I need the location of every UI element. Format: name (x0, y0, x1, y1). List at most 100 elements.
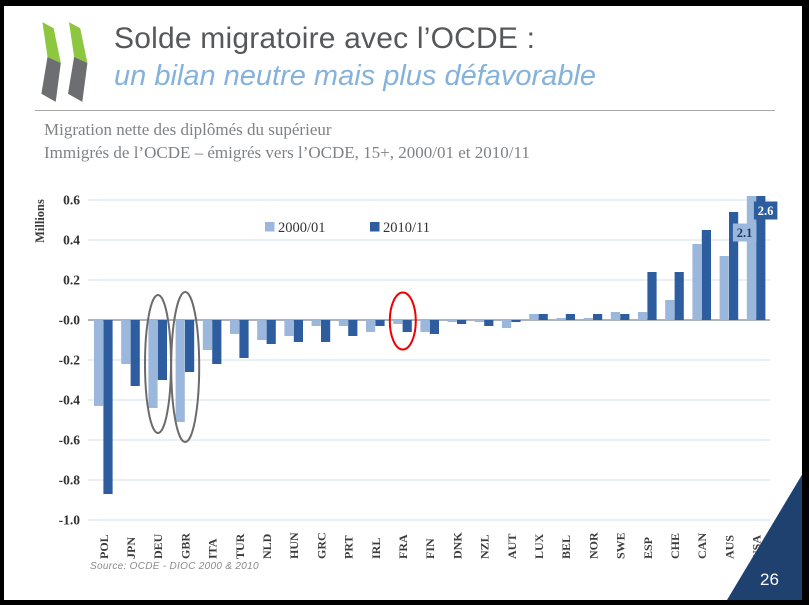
x-tick-label-FIN: FIN (423, 538, 437, 559)
bar-POL-2010/11 (103, 320, 113, 494)
bar-JPN-2010/11 (130, 320, 140, 386)
bar-FIN-2000/01 (420, 320, 430, 332)
y-tick-label: -0.6 (59, 433, 81, 448)
bar-FIN-2010/11 (429, 320, 439, 334)
legend-label-2000/01: 2000/01 (278, 220, 326, 236)
source-note: Source: OCDE - DIOC 2000 & 2010 (90, 561, 259, 572)
data-label-USA-2000/01: 2.1 (737, 226, 753, 240)
bar-USA-2000/01 (746, 196, 756, 320)
oecd-logo (41, 22, 88, 102)
x-tick-label-CHE: CHE (668, 533, 682, 559)
bar-TUR-2010/11 (239, 320, 249, 358)
y-tick-label: -0.0 (59, 313, 81, 328)
bar-LUX-2010/11 (538, 314, 548, 320)
y-tick-label: 0.4 (63, 233, 80, 248)
bar-DNK-2000/01 (447, 320, 457, 322)
bar-ITA-2000/01 (202, 320, 212, 350)
bar-JPN-2000/01 (121, 320, 131, 364)
bar-AUS-2010/11 (729, 212, 739, 320)
data-label-USA-2010/11: 2.6 (758, 204, 774, 218)
logo-feather-2 (67, 22, 88, 102)
bar-NOR-2000/01 (583, 318, 593, 320)
bar-HUN-2010/11 (293, 320, 303, 342)
bar-DNK-2010/11 (457, 320, 467, 324)
x-tick-label-IRL: IRL (369, 538, 383, 559)
bar-PRT-2010/11 (348, 320, 358, 336)
bar-IRL-2000/01 (366, 320, 376, 332)
x-tick-label-FRA: FRA (396, 534, 410, 559)
bar-FRA-2010/11 (402, 320, 412, 332)
logo-feather-1 (41, 22, 61, 102)
bar-SWE-2010/11 (620, 314, 630, 320)
data-label-box-USA-2010/11 (753, 201, 778, 220)
slide-subtitle: un bilan neutre mais plus défavorable (114, 60, 597, 92)
legend-swatch-2010/11 (370, 222, 380, 232)
x-tick-label-ESP: ESP (641, 537, 655, 559)
page-number: 26 (760, 570, 779, 589)
x-tick-label-SWE: SWE (614, 532, 628, 559)
x-tick-label-AUS: AUS (722, 535, 736, 559)
corner-triangle (724, 463, 809, 605)
x-tick-label-POL: POL (97, 534, 111, 559)
bar-IRL-2010/11 (375, 320, 385, 326)
y-tick-label: 0.6 (63, 193, 80, 208)
x-tick-label-BEL: BEL (559, 535, 573, 559)
header-divider (35, 110, 775, 111)
bar-ITA-2010/11 (212, 320, 222, 364)
bar-GBR-2000/01 (175, 320, 185, 422)
y-axis-title: Millions (33, 199, 47, 243)
bar-POL-2000/01 (94, 320, 104, 406)
x-tick-label-GRC: GRC (314, 532, 328, 559)
bar-ESP-2010/11 (647, 272, 657, 320)
bar-CHE-2010/11 (674, 272, 684, 320)
bar-AUS-2000/01 (719, 256, 729, 320)
bar-PRT-2000/01 (338, 320, 348, 326)
bar-NZL-2000/01 (474, 320, 484, 322)
bar-CAN-2000/01 (692, 244, 702, 320)
y-tick-label: 0.2 (63, 273, 80, 288)
x-tick-label-HUN: HUN (287, 532, 301, 559)
x-tick-label-PRT: PRT (342, 535, 356, 559)
y-tick-label: -0.4 (59, 393, 81, 408)
bar-NZL-2010/11 (484, 320, 494, 326)
chart-title-line2: Immigrés de l’OCDE – émigrés vers l’OCDE… (44, 143, 530, 162)
bar-GRC-2000/01 (311, 320, 321, 326)
x-tick-label-CAN: CAN (695, 533, 709, 559)
bar-AUT-2010/11 (511, 320, 521, 322)
bar-AUT-2000/01 (502, 320, 512, 328)
bar-NLD-2010/11 (266, 320, 276, 344)
bar-BEL-2000/01 (556, 318, 566, 320)
y-tick-label: -0.8 (59, 473, 81, 488)
chart-title-block: Migration nette des diplômés du supérieu… (44, 118, 530, 164)
bar-CHE-2000/01 (665, 300, 675, 320)
bar-DEU-2000/01 (148, 320, 158, 408)
annotation-ellipse-GBR (170, 291, 201, 443)
bar-DEU-2010/11 (157, 320, 167, 380)
y-tick-label: -0.2 (59, 353, 81, 368)
legend-swatch-2000/01 (265, 222, 275, 232)
slide-title: Solde migratoire avec l’OCDE : (114, 22, 536, 55)
bar-ESP-2000/01 (638, 312, 648, 320)
x-tick-label-GBR: GBR (178, 533, 192, 559)
bar-TUR-2000/01 (230, 320, 240, 334)
chart-title-line1: Migration nette des diplômés du supérieu… (44, 120, 332, 139)
x-tick-label-AUT: AUT (505, 534, 519, 559)
bar-GBR-2010/11 (185, 320, 195, 372)
x-tick-label-JPN: JPN (124, 537, 138, 559)
legend-label-2010/11: 2010/11 (383, 220, 430, 236)
bar-LUX-2000/01 (529, 314, 539, 320)
bar-NOR-2010/11 (593, 314, 603, 320)
bar-FRA-2000/01 (393, 320, 403, 324)
x-tick-label-TUR: TUR (233, 533, 247, 559)
x-tick-label-DEU: DEU (151, 533, 165, 559)
bar-USA-2010/11 (756, 196, 766, 320)
x-tick-label-NZL: NZL (478, 534, 492, 559)
x-tick-label-DNK: DNK (450, 532, 464, 559)
bar-SWE-2000/01 (610, 312, 620, 320)
x-tick-label-NLD: NLD (260, 533, 274, 559)
bar-BEL-2010/11 (565, 314, 575, 320)
x-tick-label-NOR: NOR (586, 532, 600, 559)
data-label-box-USA-2000/01 (732, 223, 757, 242)
bar-NLD-2000/01 (257, 320, 267, 340)
